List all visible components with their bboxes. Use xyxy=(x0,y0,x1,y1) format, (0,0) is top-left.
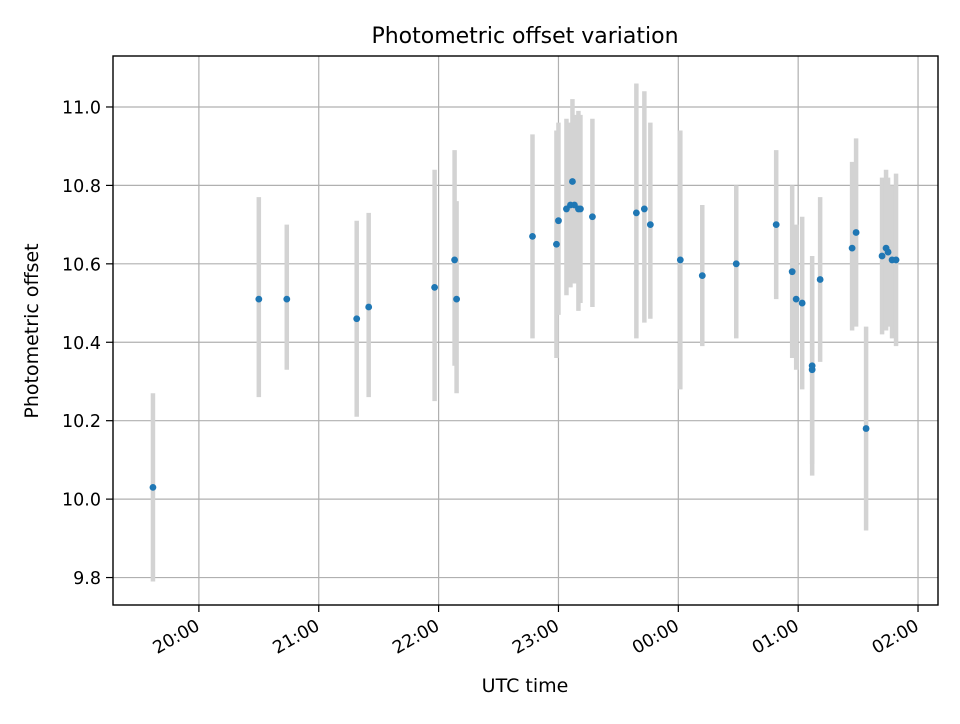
data-point xyxy=(798,299,806,307)
x-tick-label: 22:00 xyxy=(389,616,443,659)
x-axis-label: UTC time xyxy=(482,675,569,697)
data-point xyxy=(772,221,780,229)
data-point xyxy=(892,256,900,264)
x-tick-label: 21:00 xyxy=(270,616,324,659)
y-tick-label: 10.6 xyxy=(62,255,101,275)
y-axis-label: Photometric offset xyxy=(21,243,43,418)
data-point xyxy=(149,483,157,491)
data-point xyxy=(553,240,560,248)
data-point xyxy=(646,221,654,229)
data-point xyxy=(878,252,886,260)
data-point xyxy=(577,205,584,213)
data-point xyxy=(676,256,684,264)
data-point xyxy=(451,256,458,264)
data-point xyxy=(529,232,536,240)
data-point xyxy=(848,244,856,252)
data-point xyxy=(632,209,640,217)
data-point xyxy=(555,217,562,225)
y-tick-label: 9.8 xyxy=(73,569,101,589)
x-tick-label: 02:00 xyxy=(869,616,923,659)
data-point xyxy=(698,272,706,279)
plot-frame xyxy=(112,55,939,606)
data-point xyxy=(640,205,648,213)
x-tick-label: 23:00 xyxy=(509,616,563,659)
data-point xyxy=(808,362,816,370)
data-point xyxy=(353,315,361,323)
data-point xyxy=(431,283,439,291)
data-point xyxy=(852,229,860,236)
x-tick-label: 20:00 xyxy=(150,616,204,659)
y-tick-label: 11.0 xyxy=(62,98,101,118)
error-bars xyxy=(150,83,899,582)
data-point xyxy=(732,260,740,268)
data-point xyxy=(589,213,596,221)
data-point xyxy=(792,295,800,303)
y-tick-label: 10.4 xyxy=(62,334,101,354)
data-point xyxy=(365,303,373,311)
y-tick-label: 10.8 xyxy=(62,177,101,197)
data-points xyxy=(149,178,900,491)
axes: 9.8 10.0 10.2 10.4 10.6 10.8 11.0 20:00 21:00 22:… xyxy=(62,55,939,659)
data-point xyxy=(569,178,576,185)
data-point xyxy=(816,276,824,283)
y-tick-label: 10.2 xyxy=(62,412,101,432)
data-point xyxy=(283,295,291,303)
data-point xyxy=(453,295,460,303)
y-tick-label: 10.0 xyxy=(62,491,101,511)
x-tick-label: 00:00 xyxy=(629,616,683,659)
data-point xyxy=(788,268,796,276)
x-tick-label: 01:00 xyxy=(749,616,803,659)
data-point xyxy=(255,295,263,303)
data-point xyxy=(884,248,892,256)
data-point xyxy=(862,425,870,432)
chart-title: Photometric offset variation xyxy=(371,24,678,49)
